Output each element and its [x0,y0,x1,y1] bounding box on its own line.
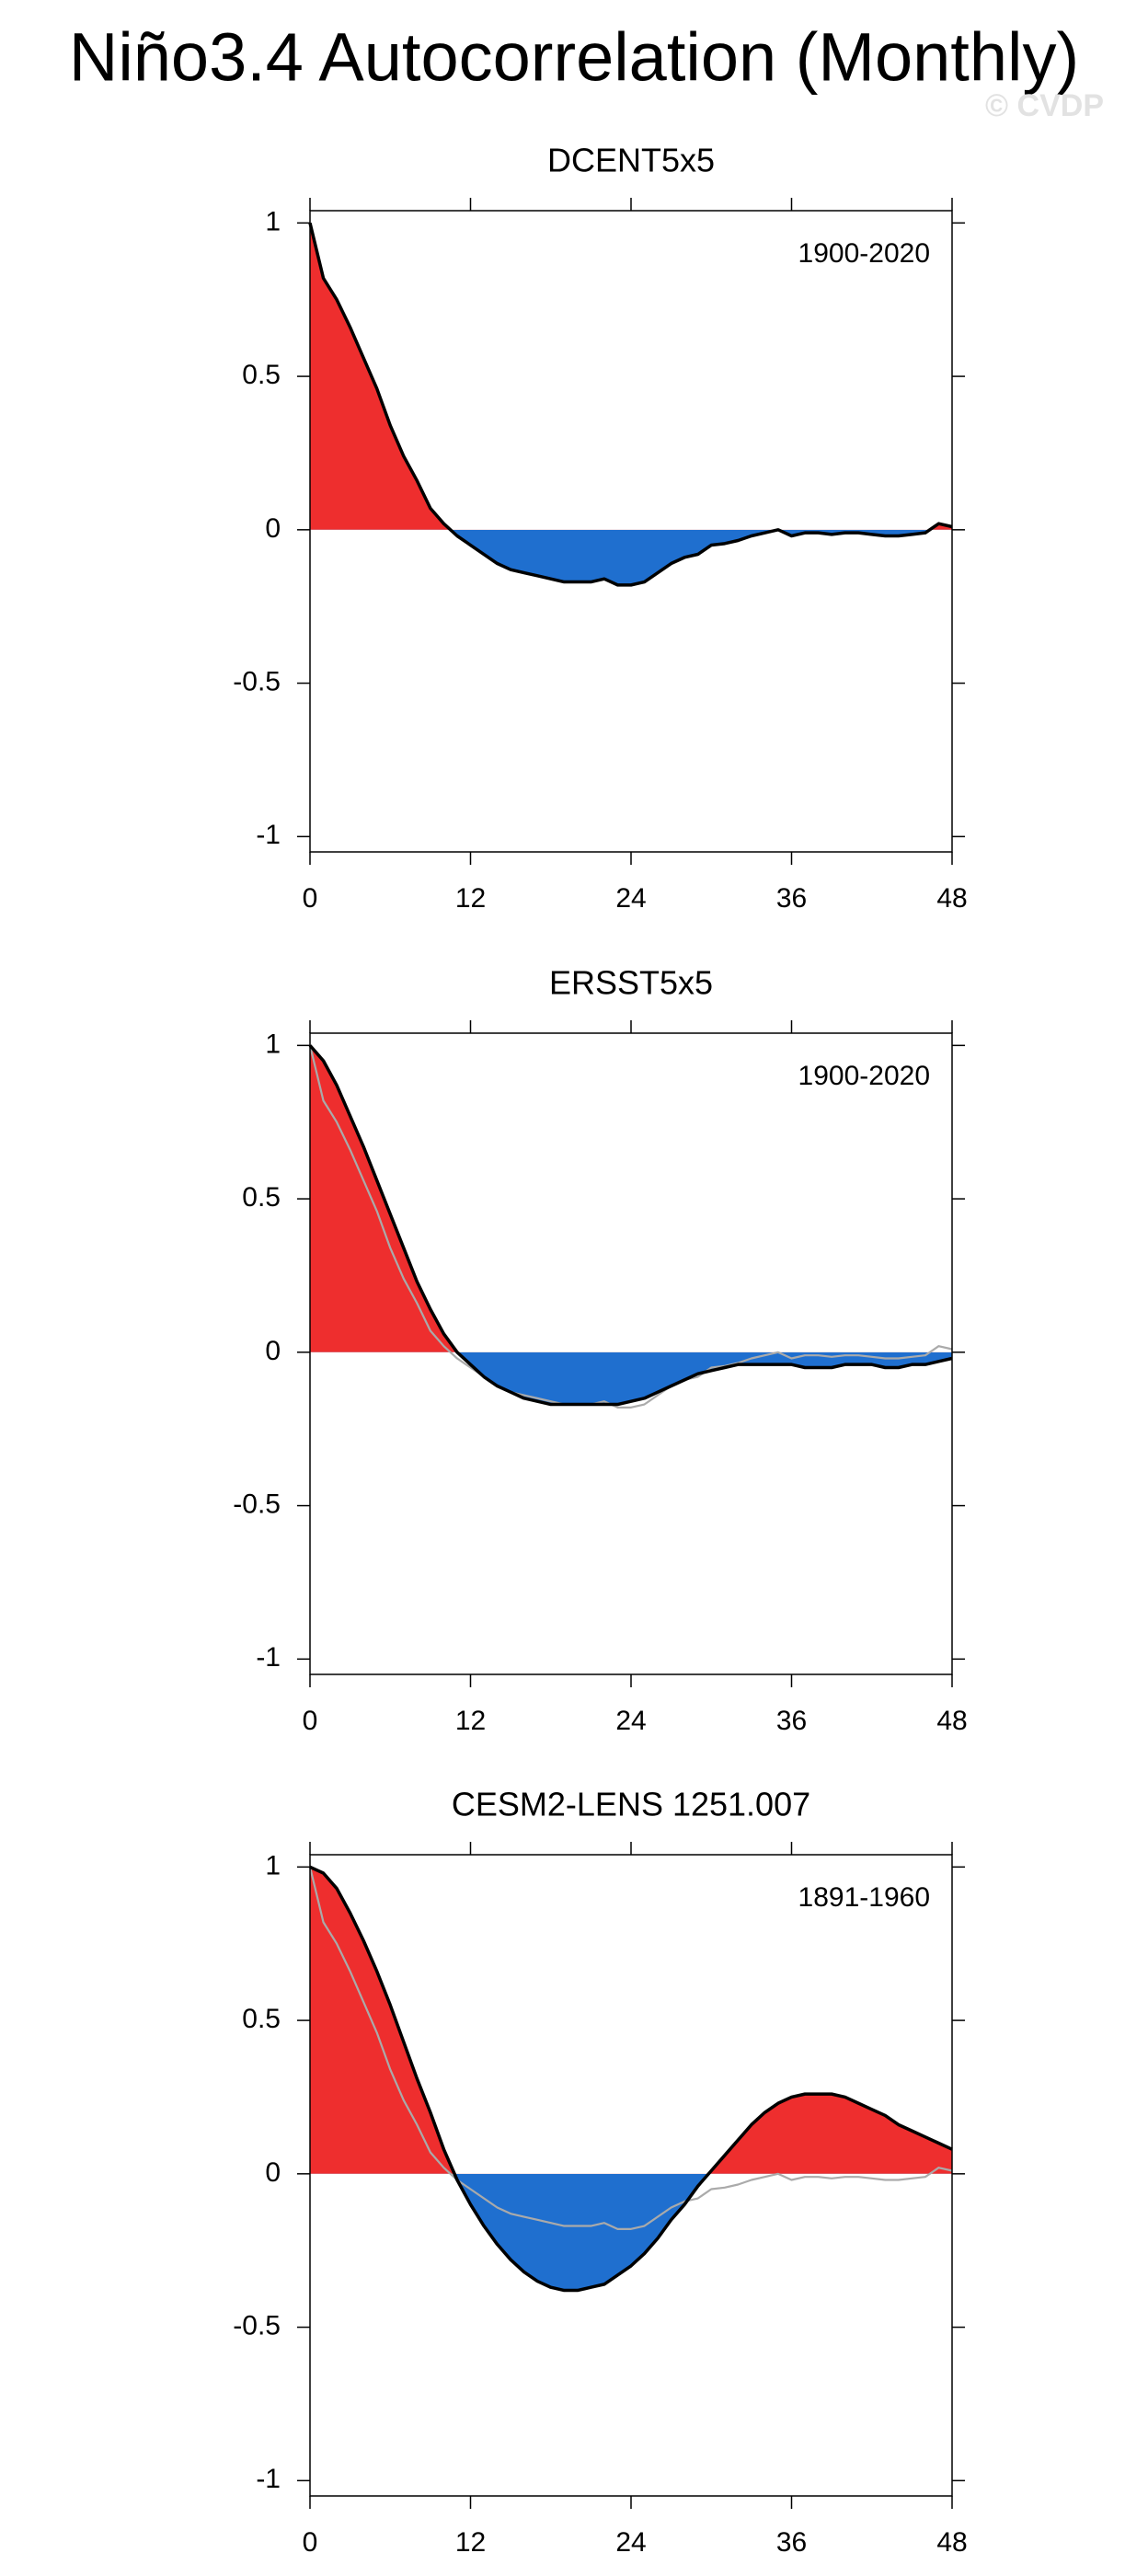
x-tick-label: 0 [303,883,318,914]
annotation: 1900-2020 [798,1061,930,1091]
negative-fill [310,529,952,585]
x-tick-label: 36 [776,883,807,914]
negative-fill [454,2173,709,2291]
y-tick-label: -1 [256,820,281,850]
x-tick-label: 24 [615,2527,646,2558]
y-tick-label: -0.5 [233,2311,281,2341]
y-tick-label: 0 [265,2157,281,2188]
series-line [308,222,953,587]
x-tick-label: 12 [455,883,486,914]
panel-title: CESM2-LENS 1251.007 [452,1786,810,1823]
annotation: 1900-2020 [798,238,930,269]
y-tick-label: -1 [256,2464,281,2494]
x-tick-label: 48 [936,2527,967,2558]
annotation: 1891-1960 [798,1882,930,1913]
series-line [308,1044,953,1407]
x-tick-label: 36 [776,1706,807,1736]
y-tick-label: 1 [265,1029,281,1059]
y-tick-label: 0.5 [242,1182,281,1213]
x-tick-label: 12 [455,2527,486,2558]
panel: CESM2-LENS 1251.007 1 0.5 0 -0.5 -1 0 12 24 36 48 1… [233,1786,967,2558]
y-tick-label: 1 [265,1850,281,1880]
x-tick-label: 12 [455,1706,486,1736]
x-tick-label: 0 [303,2527,318,2558]
positive-fill [310,1045,952,1352]
y-tick-label: -1 [256,1642,281,1673]
x-tick-label: 36 [776,2527,807,2558]
series-line [308,1867,953,2230]
x-tick-label: 48 [936,883,967,914]
panel: ERSST5x5 1 0.5 0 -0.5 -1 0 12 24 36 48 1900-2020 [233,964,967,1736]
x-tick-label: 48 [936,1706,967,1736]
panel-title: ERSST5x5 [549,964,713,1002]
y-tick-label: -0.5 [233,667,281,697]
y-tick-label: 1 [265,206,281,236]
y-tick-label: 0.5 [242,2004,281,2034]
x-tick-label: 24 [615,1706,646,1736]
panel-title: DCENT5x5 [547,142,715,179]
x-tick-label: 24 [615,883,646,914]
y-tick-label: 0.5 [242,360,281,390]
negative-fill [456,1351,952,1405]
y-tick-label: 0 [265,1336,281,1366]
y-tick-label: 0 [265,513,281,544]
series-line [309,1865,953,2293]
figure-title: Niño3.4 Autocorrelation (Monthly) [69,19,1079,96]
panel: DCENT5x5 1 0.5 0 -0.5 -1 0 12 24 36 48 1900-2020 [233,142,967,914]
x-tick-label: 0 [303,1706,318,1736]
watermark: © CVDP [985,88,1104,123]
positive-fill [310,223,952,530]
series-line [308,1045,953,1409]
y-tick-label: -0.5 [233,1489,281,1520]
